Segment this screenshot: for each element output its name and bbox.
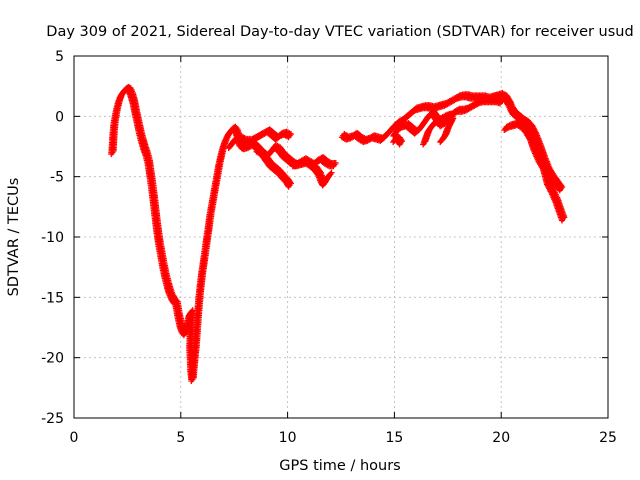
y-tick-label: -20 [41,351,64,367]
series-late-branch-e [501,118,568,224]
data-point [332,160,339,166]
data-point [561,214,568,221]
data-point [399,138,406,145]
y-tick-label: -15 [41,290,64,306]
series-late-branch-c [390,133,406,148]
chart-title: Day 309 of 2021, Sidereal Day-to-day VTE… [46,24,633,40]
series-late-branch-d [420,110,457,148]
data-point [559,184,566,191]
data-point [287,131,294,138]
y-tick-label: 0 [55,109,64,125]
series-main-arc [108,83,339,384]
data-points [108,83,568,384]
x-tick-label: 15 [385,430,403,446]
x-tick-label: 10 [279,430,297,446]
series-dip-branch-a [253,145,294,190]
y-axis-label: SDTVAR / TECUs [6,178,22,297]
series-upper-branch [225,126,294,152]
data-point [439,135,446,142]
x-tick-label: 25 [599,430,617,446]
y-tick-label: 5 [55,49,64,65]
y-tick-label: -5 [50,170,64,186]
x-axis-label: GPS time / hours [279,458,400,474]
x-tick-label: 5 [176,430,185,446]
y-tick-label: -25 [41,411,64,427]
data-point [287,180,294,187]
x-tick-label: 20 [492,430,510,446]
series-dip-branch-b [289,157,335,189]
y-tick-label: -10 [41,230,64,246]
data-point [499,97,506,104]
axis-ticks: 0 5 10 15 20 25 5 0 -5 -10 -15 -20 -25 [41,49,617,446]
data-point [328,169,335,176]
x-tick-label: 0 [70,430,79,446]
